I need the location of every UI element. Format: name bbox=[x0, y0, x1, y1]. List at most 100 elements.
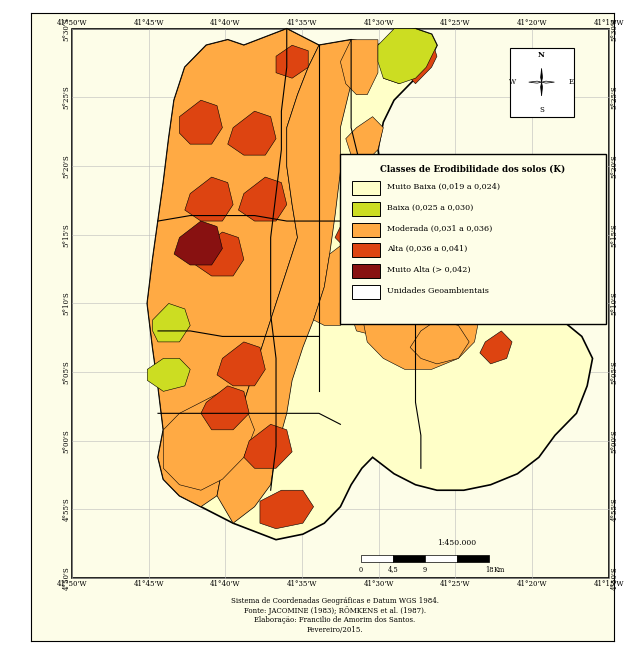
Text: Muito Baixa (0,019 a 0,024): Muito Baixa (0,019 a 0,024) bbox=[387, 183, 500, 191]
Text: 41°45'W: 41°45'W bbox=[134, 19, 164, 27]
Text: 9: 9 bbox=[423, 566, 427, 574]
Polygon shape bbox=[260, 490, 314, 528]
Text: 5°05'S: 5°05'S bbox=[610, 360, 618, 384]
Bar bbox=[352, 285, 380, 299]
Polygon shape bbox=[480, 331, 512, 364]
Polygon shape bbox=[405, 34, 437, 84]
Text: 41°15'W: 41°15'W bbox=[593, 580, 624, 588]
Polygon shape bbox=[244, 424, 292, 468]
Text: 0: 0 bbox=[359, 566, 363, 574]
Text: Muito Alta (> 0,042): Muito Alta (> 0,042) bbox=[387, 266, 471, 274]
Text: 4°50'S: 4°50'S bbox=[63, 566, 70, 590]
Text: 5°25'S: 5°25'S bbox=[610, 86, 618, 109]
Polygon shape bbox=[335, 216, 367, 249]
Text: 4°55'S: 4°55'S bbox=[63, 498, 70, 521]
Text: 41°40'W: 41°40'W bbox=[210, 19, 241, 27]
FancyBboxPatch shape bbox=[340, 154, 606, 324]
Text: W: W bbox=[508, 78, 516, 86]
Text: Moderada (0,031 a 0,036): Moderada (0,031 a 0,036) bbox=[387, 224, 492, 232]
Polygon shape bbox=[426, 287, 458, 320]
Text: 41°25'W: 41°25'W bbox=[440, 19, 471, 27]
Text: E: E bbox=[568, 78, 573, 86]
Polygon shape bbox=[542, 81, 554, 83]
Polygon shape bbox=[399, 287, 421, 309]
Bar bbox=[352, 223, 380, 237]
Text: Sistema de Coordenadas Geográficas e Datum WGS 1984.
Fonte: JACOMINE (1983); RÖM: Sistema de Coordenadas Geográficas e Dat… bbox=[231, 597, 438, 634]
Polygon shape bbox=[540, 82, 542, 96]
Polygon shape bbox=[345, 116, 383, 161]
Polygon shape bbox=[217, 342, 265, 386]
Polygon shape bbox=[383, 51, 410, 84]
Polygon shape bbox=[540, 68, 542, 82]
Polygon shape bbox=[147, 29, 319, 507]
Bar bbox=[425, 555, 457, 562]
Polygon shape bbox=[147, 358, 190, 391]
Text: S: S bbox=[539, 106, 544, 114]
Polygon shape bbox=[314, 237, 367, 326]
Text: 5°05'S: 5°05'S bbox=[63, 360, 70, 384]
Bar bbox=[352, 181, 380, 195]
Polygon shape bbox=[351, 171, 383, 205]
Text: 41°50'W: 41°50'W bbox=[57, 580, 88, 588]
Polygon shape bbox=[196, 232, 244, 276]
Text: 41°45'W: 41°45'W bbox=[134, 580, 164, 588]
Bar bbox=[457, 555, 489, 562]
Polygon shape bbox=[351, 265, 421, 336]
Text: 4°50'S: 4°50'S bbox=[610, 566, 618, 590]
Bar bbox=[361, 555, 393, 562]
Text: 41°30'W: 41°30'W bbox=[364, 580, 394, 588]
Polygon shape bbox=[529, 81, 542, 83]
Text: 18: 18 bbox=[485, 566, 493, 574]
Text: 41°15'W: 41°15'W bbox=[593, 19, 624, 27]
Polygon shape bbox=[276, 45, 308, 78]
Text: 41°20'W: 41°20'W bbox=[517, 19, 547, 27]
Text: 4°55'S: 4°55'S bbox=[610, 498, 618, 521]
Bar bbox=[72, 29, 609, 578]
Text: 41°30'W: 41°30'W bbox=[364, 19, 394, 27]
Bar bbox=[510, 48, 574, 116]
Text: 41°35'W: 41°35'W bbox=[287, 580, 317, 588]
Polygon shape bbox=[174, 221, 223, 265]
Polygon shape bbox=[152, 303, 190, 342]
Text: 41°40'W: 41°40'W bbox=[210, 580, 241, 588]
Text: 5°25'S: 5°25'S bbox=[63, 86, 70, 109]
Text: 41°50'W: 41°50'W bbox=[57, 19, 88, 27]
Polygon shape bbox=[228, 111, 276, 155]
Text: Alta (0,036 a 0,041): Alta (0,036 a 0,041) bbox=[387, 245, 467, 253]
Text: Classes de Erodibilidade dos solos (K): Classes de Erodibilidade dos solos (K) bbox=[381, 165, 566, 174]
Text: 5°00'S: 5°00'S bbox=[63, 429, 70, 453]
Polygon shape bbox=[378, 29, 437, 84]
Polygon shape bbox=[201, 386, 249, 430]
Text: 41°35'W: 41°35'W bbox=[287, 19, 317, 27]
Text: 5°30'S: 5°30'S bbox=[63, 17, 70, 41]
Text: Baixa (0,025 a 0,030): Baixa (0,025 a 0,030) bbox=[387, 203, 473, 212]
Text: 5°15'S: 5°15'S bbox=[63, 223, 70, 247]
Polygon shape bbox=[238, 177, 287, 221]
Text: N: N bbox=[538, 50, 545, 58]
Text: 5°30'S: 5°30'S bbox=[610, 17, 618, 41]
Text: 5°10'S: 5°10'S bbox=[610, 292, 618, 315]
Bar bbox=[352, 264, 380, 278]
Text: 5°10'S: 5°10'S bbox=[63, 292, 70, 315]
Polygon shape bbox=[164, 391, 255, 490]
Bar bbox=[352, 243, 380, 257]
Polygon shape bbox=[185, 177, 233, 221]
Text: 4,5: 4,5 bbox=[387, 566, 398, 574]
Polygon shape bbox=[217, 40, 351, 523]
Text: 5°20'S: 5°20'S bbox=[610, 154, 618, 178]
Polygon shape bbox=[340, 40, 378, 95]
Bar bbox=[393, 555, 425, 562]
Polygon shape bbox=[147, 29, 593, 540]
Text: 1:450.000: 1:450.000 bbox=[438, 539, 477, 547]
Text: Km: Km bbox=[493, 566, 505, 574]
Text: 5°20'S: 5°20'S bbox=[63, 154, 70, 178]
Polygon shape bbox=[179, 100, 223, 144]
Text: 5°15'S: 5°15'S bbox=[610, 223, 618, 247]
Bar bbox=[352, 202, 380, 216]
Text: 5°00'S: 5°00'S bbox=[610, 429, 618, 453]
Text: 41°25'W: 41°25'W bbox=[440, 580, 471, 588]
Polygon shape bbox=[362, 271, 480, 370]
Text: Unidades Geoambientais: Unidades Geoambientais bbox=[387, 286, 489, 294]
Text: 41°20'W: 41°20'W bbox=[517, 580, 547, 588]
Polygon shape bbox=[410, 320, 469, 364]
